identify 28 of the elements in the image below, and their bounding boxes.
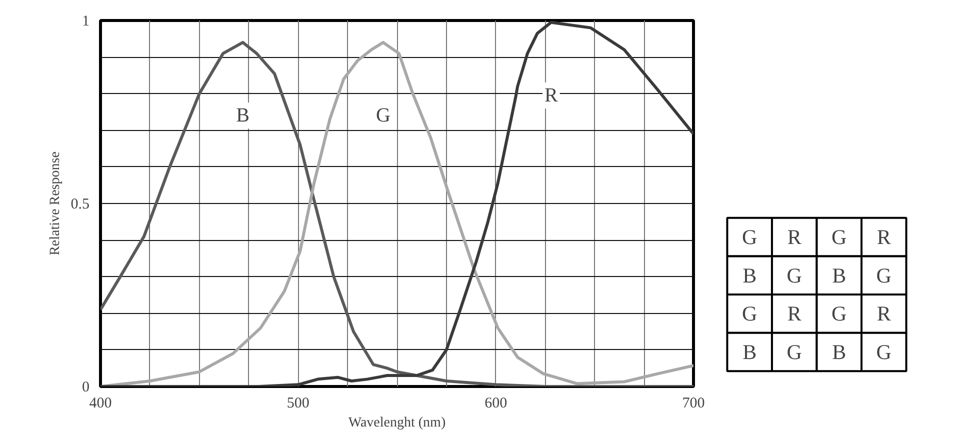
y-tick-label: 0.5 [70, 196, 90, 212]
text: G [832, 302, 847, 326]
text: B [742, 263, 757, 288]
text: R [876, 302, 891, 326]
text: G [786, 263, 802, 288]
text: B [742, 340, 757, 364]
text: B [832, 263, 846, 288]
text: B [832, 340, 846, 364]
text: R [787, 302, 802, 326]
y-tick-label: 1 [82, 14, 90, 30]
y-axis-title: Relative Response [48, 152, 63, 256]
text: G [876, 263, 892, 288]
series-label: G [376, 104, 390, 127]
text: G [876, 340, 892, 364]
y-tick-label: 0 [82, 380, 90, 396]
text: G [786, 340, 802, 364]
x-tick-label: 700 [682, 396, 705, 412]
x-tick-label: 400 [89, 396, 112, 412]
text: R [876, 225, 891, 250]
series-label: B [236, 104, 250, 127]
x-axis-title: Wavelenght (nm) [348, 416, 446, 430]
text: R [787, 225, 802, 250]
x-tick-label: 500 [286, 396, 310, 412]
x-tick-label: 600 [484, 396, 508, 412]
text: G [832, 225, 847, 250]
text: G [742, 225, 758, 250]
series-label: R [544, 84, 559, 107]
text: G [742, 302, 758, 326]
